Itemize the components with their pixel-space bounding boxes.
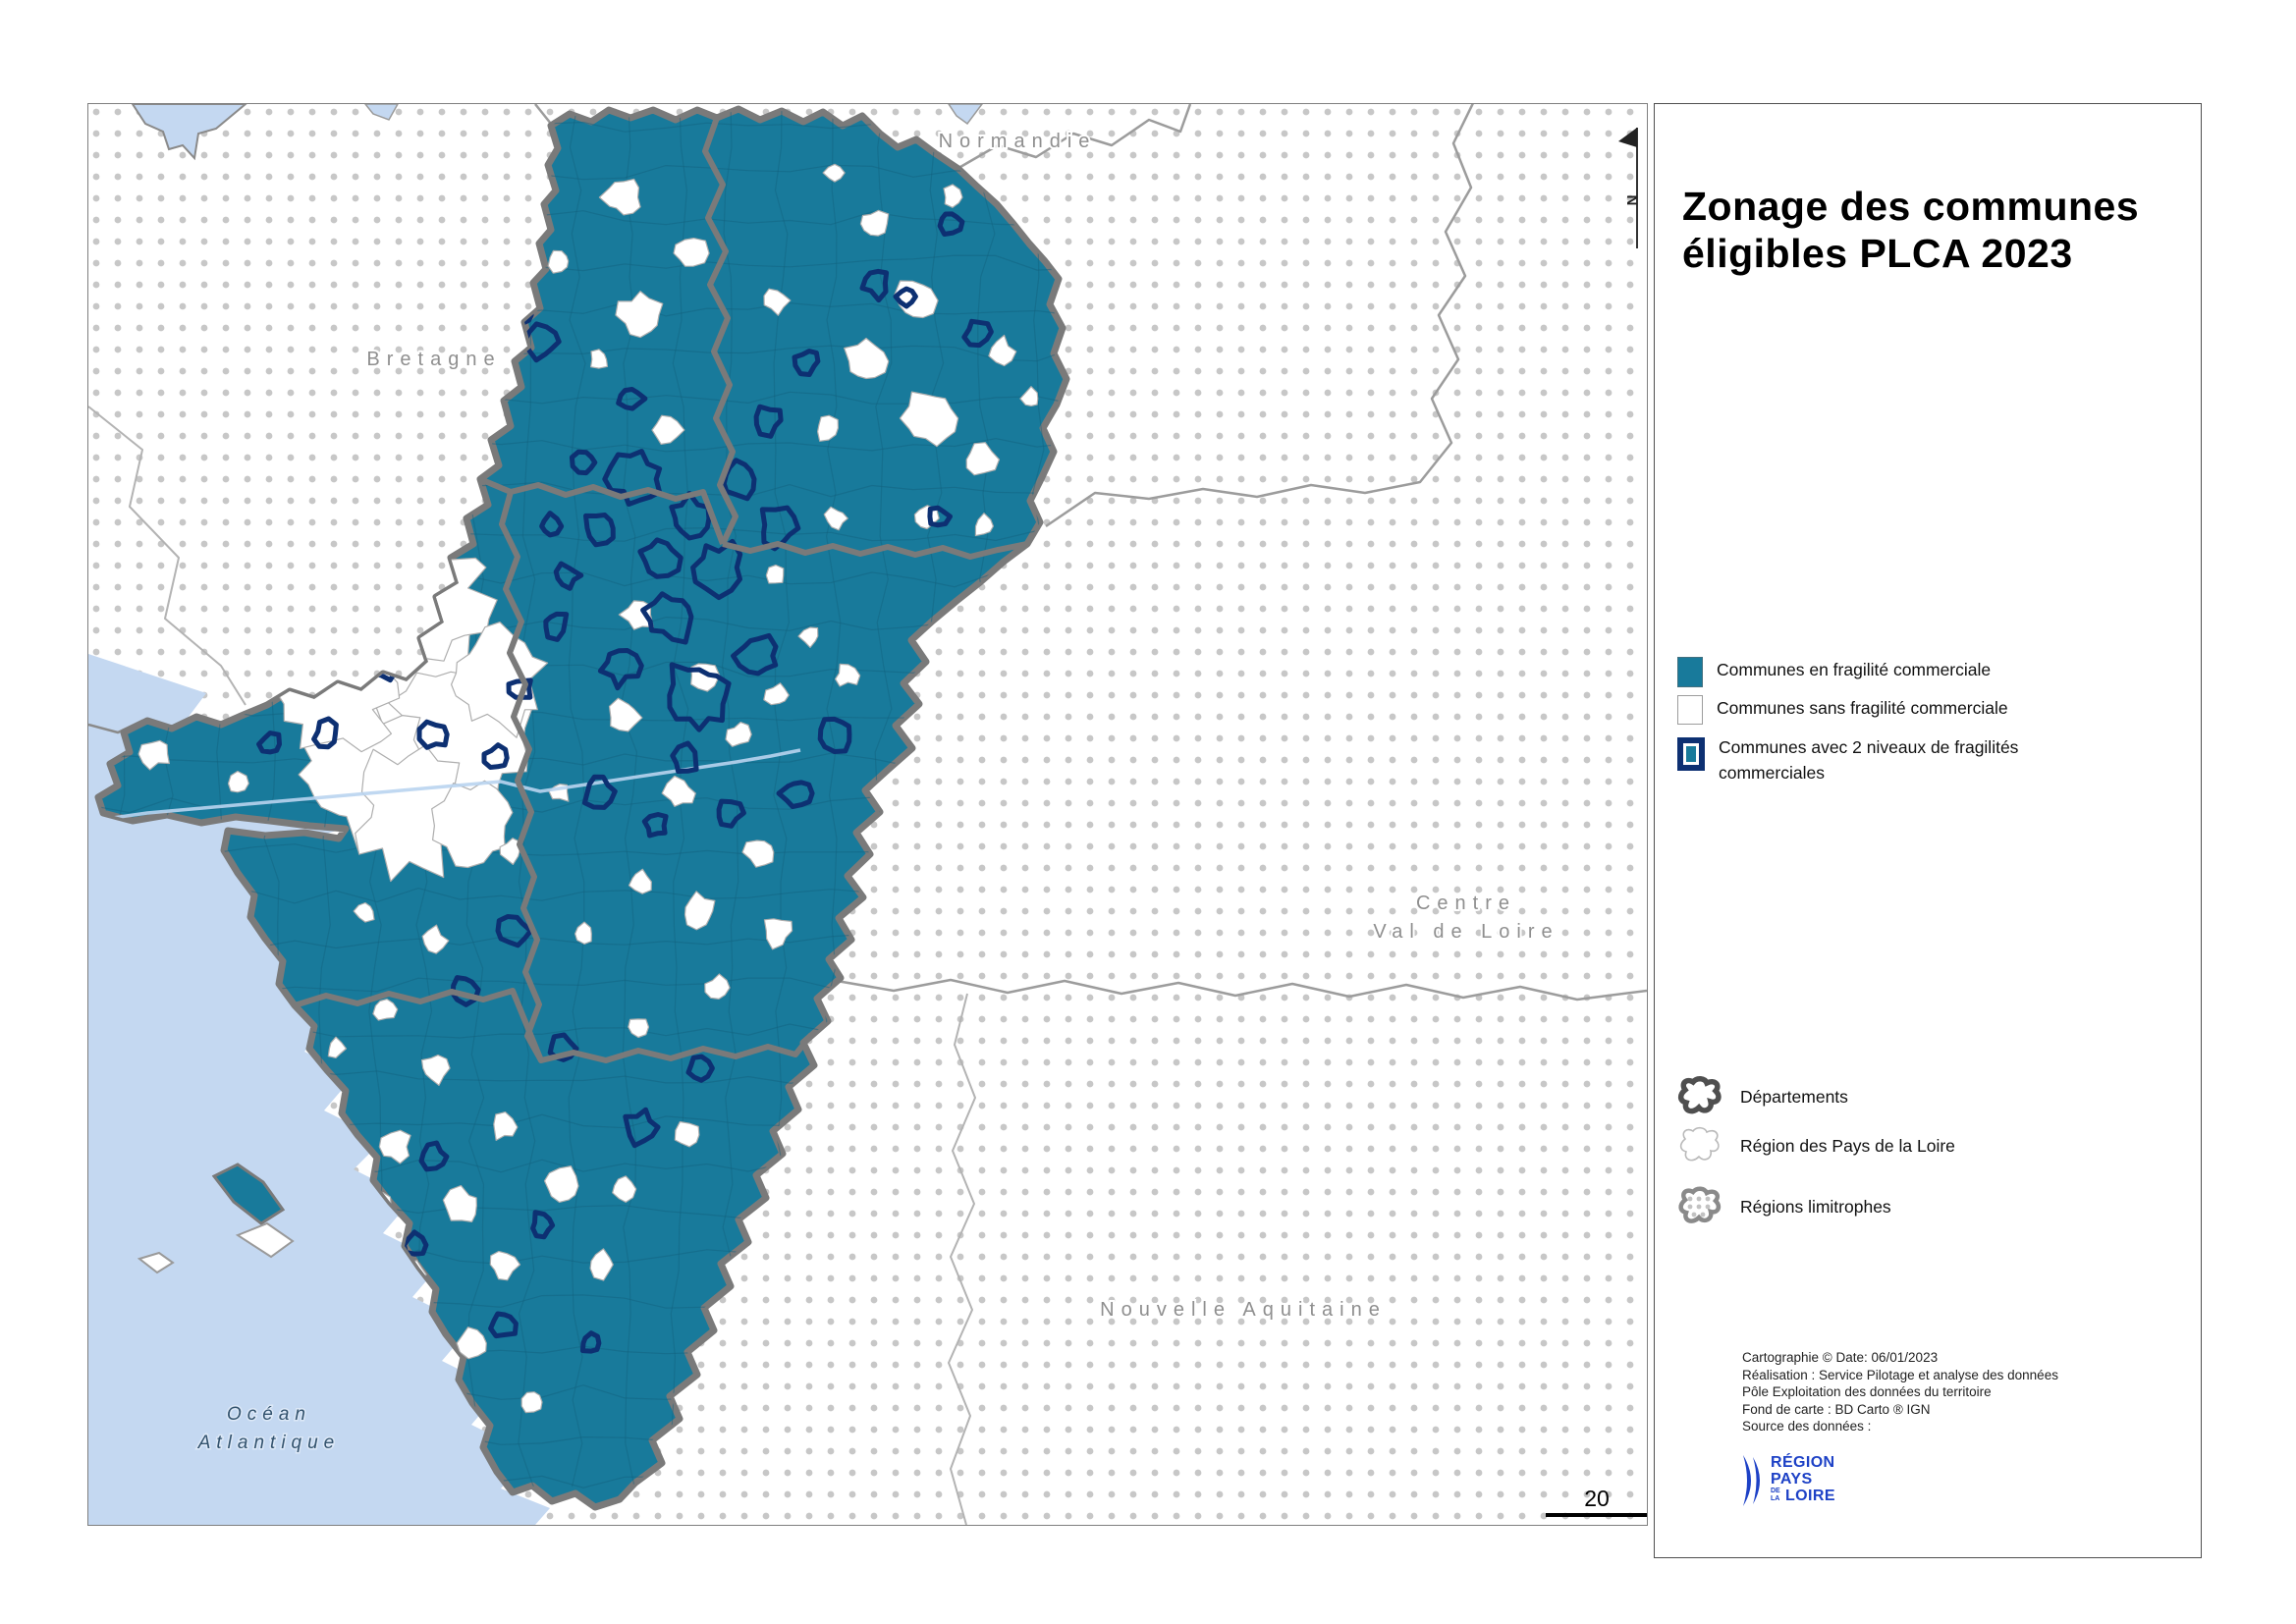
legend-item-sans-fragilite: Communes sans fragilité commerciale bbox=[1677, 695, 2008, 725]
legend-item-region-pdl: Région des Pays de la Loire bbox=[1677, 1124, 1955, 1167]
legend-label: Communes avec 2 niveaux de fragilités co… bbox=[1719, 737, 2019, 783]
legend-item-2-niveaux: Communes avec 2 niveaux de fragilités co… bbox=[1677, 737, 2043, 785]
islands bbox=[137, 1163, 295, 1274]
legend-label: Régions limitrophes bbox=[1740, 1196, 1891, 1217]
departements-blob-icon bbox=[1677, 1076, 1722, 1114]
legend-item-departements: Départements bbox=[1677, 1075, 1848, 1118]
scale-label: 20 bbox=[1584, 1486, 1610, 1511]
region-blob-icon bbox=[1679, 1126, 1720, 1162]
map-svg: Normandie Bretagne Centre Val de Loire N… bbox=[88, 104, 1647, 1525]
legend-label: Région des Pays de la Loire bbox=[1740, 1135, 1955, 1156]
credits-line: Fond de carte : BD Carto ® IGN bbox=[1742, 1401, 1931, 1417]
river-inlet-1 bbox=[364, 104, 399, 121]
credits-line: Source des données : bbox=[1742, 1419, 1872, 1434]
north-arrow-label: N bbox=[1624, 195, 1641, 206]
neighbour-boundaries bbox=[88, 104, 1647, 1525]
logo-loire-text: LOIRE bbox=[1785, 1488, 1835, 1504]
side-panel: Zonage des communes éligibles PLCA 2023 … bbox=[1654, 103, 2202, 1558]
logo-double-bracket-icon bbox=[1743, 1455, 1760, 1506]
page-title-line1: Zonage des communes bbox=[1682, 184, 2140, 229]
credits-line: Pôle Exploitation des données du territo… bbox=[1742, 1384, 1992, 1399]
north-arrow: N bbox=[1618, 128, 1641, 248]
teal-swatch-icon bbox=[1677, 657, 1703, 687]
ocean-label-line1: Océan bbox=[227, 1404, 311, 1425]
regions-limitrophes-blob-icon bbox=[1678, 1186, 1722, 1223]
region-label-normandie: Normandie bbox=[939, 131, 1097, 152]
legend-label: Communes en fragilité commerciale bbox=[1717, 660, 1992, 679]
white-swatch-icon bbox=[1677, 695, 1703, 725]
logo-pays-text: PAYS bbox=[1771, 1471, 1813, 1488]
region-label-nouvelle-aquitaine: Nouvelle Aquitaine bbox=[1100, 1299, 1387, 1321]
region-pays-de-la-loire bbox=[94, 105, 1070, 1511]
legend-item-regions-limitrophes: Régions limitrophes bbox=[1677, 1185, 1891, 1228]
legend-item-fragilite: Communes en fragilité commerciale bbox=[1677, 657, 1991, 687]
bay-water bbox=[131, 104, 247, 161]
region-pays-de-la-loire-logo: RÉGION PAYS DE LA LOIRE bbox=[1742, 1451, 1978, 1510]
region-label-centre-line1: Centre bbox=[1416, 893, 1516, 914]
page-title-line2: éligibles PLCA 2023 bbox=[1682, 231, 2073, 276]
navy-outline-swatch-icon bbox=[1677, 737, 1705, 771]
credits-line: Cartographie © Date: 06/01/2023 bbox=[1742, 1350, 1939, 1365]
ocean bbox=[88, 654, 550, 1525]
loire-river bbox=[105, 748, 801, 821]
page-title: Zonage des communes éligibles PLCA 2023 bbox=[1682, 183, 2173, 277]
logo-region-text: RÉGION bbox=[1771, 1454, 1835, 1471]
logo-dela-text: DE LA bbox=[1771, 1488, 1780, 1503]
logo-la-text: LA bbox=[1771, 1495, 1780, 1502]
department-borders bbox=[294, 117, 1028, 1063]
river-inlet-2 bbox=[948, 104, 983, 126]
legend-label: Départements bbox=[1740, 1086, 1848, 1107]
region-label-bretagne: Bretagne bbox=[366, 349, 501, 370]
credits: Cartographie © Date: 06/01/2023 Réalisat… bbox=[1742, 1349, 2058, 1435]
scale-bar: 20 bbox=[1546, 1486, 1647, 1517]
credits-line: Réalisation : Service Pilotage et analys… bbox=[1742, 1367, 2058, 1382]
legend-label: Communes sans fragilité commerciale bbox=[1717, 698, 2008, 718]
region-label-centre-line2: Val de Loire bbox=[1373, 921, 1558, 943]
communes-sans-fragilite bbox=[137, 163, 1039, 1429]
logo-de-text: DE bbox=[1771, 1488, 1780, 1494]
ocean-label-line2: Atlantique bbox=[197, 1433, 341, 1453]
map-panel: Normandie Bretagne Centre Val de Loire N… bbox=[87, 103, 1648, 1526]
